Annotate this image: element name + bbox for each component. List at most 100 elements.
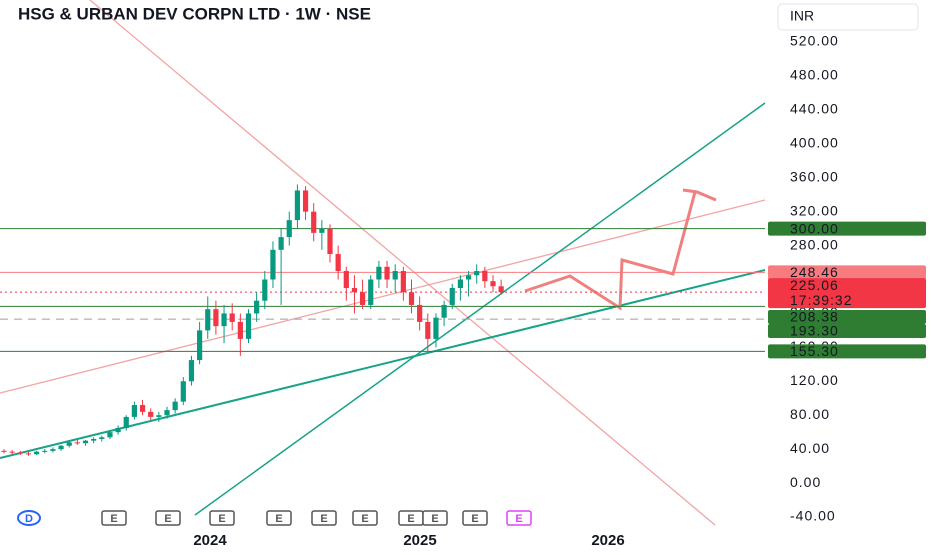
event-marker (155, 510, 181, 526)
candle-body (58, 445, 64, 450)
candle-body (327, 228, 333, 255)
candle-body (237, 321, 243, 339)
event-marker (209, 510, 235, 526)
candle-body (107, 432, 113, 438)
candle-body (457, 279, 463, 288)
currency-label[interactable]: INR (790, 8, 814, 24)
candle-body (425, 321, 431, 339)
candle-body (254, 300, 260, 314)
event-marker (17, 510, 41, 526)
y-tick-label: -40.00 (790, 508, 836, 524)
candle-body (343, 271, 349, 288)
candle-body (417, 304, 423, 322)
event-marker (462, 510, 488, 526)
x-tick-label: 2026 (591, 532, 624, 549)
y-tick-label: 40.00 (790, 440, 830, 456)
candle-body (91, 438, 97, 441)
event-label: E (275, 513, 282, 525)
event-marker (101, 510, 127, 526)
y-tick-label: 440.00 (790, 101, 839, 117)
candle-body (139, 405, 146, 412)
candle-body (99, 437, 105, 439)
candle-body (180, 381, 186, 402)
candle-body (34, 451, 40, 455)
price-label-box (768, 221, 926, 236)
price-label: 155.30 (790, 343, 839, 359)
price-label: 248.46 (790, 264, 839, 280)
currency-button[interactable] (777, 3, 919, 31)
candle-body (360, 292, 366, 305)
candle-body (490, 281, 496, 287)
candle-body (449, 287, 455, 305)
candle-body (278, 237, 284, 250)
price-label: 225.06 (790, 277, 839, 293)
candle-body (229, 313, 235, 322)
projection-arrow (524, 188, 717, 311)
event-label: E (164, 513, 171, 525)
candle-body (82, 440, 89, 444)
candle-body (42, 450, 48, 452)
event-label: E (218, 513, 225, 525)
candle-body (270, 249, 276, 280)
event-marker (266, 510, 292, 526)
y-tick-label: 80.00 (790, 406, 830, 422)
candle-body (74, 442, 80, 444)
countdown-label: 17:39:32 (790, 292, 853, 308)
candle-body (433, 317, 439, 339)
candle-body (319, 228, 325, 233)
price-label: 300.00 (790, 220, 839, 236)
candle-body (498, 286, 504, 293)
candle-body (245, 313, 252, 339)
candle-body (1, 450, 7, 452)
candle-body (148, 411, 154, 417)
candle-body (188, 360, 195, 382)
price-label-box (768, 265, 926, 280)
trend-line (89, 0, 716, 526)
chart-title: HSG & URBAN DEV CORPN LTD · 1W · NSE (18, 4, 371, 23)
y-tick-label: 480.00 (790, 67, 839, 83)
y-tick-label: 120.00 (790, 372, 839, 388)
trend-line (194, 102, 766, 516)
candle-body (294, 190, 300, 221)
event-label: E (471, 513, 478, 525)
event-label: E (110, 513, 117, 525)
candle-body (156, 415, 162, 417)
y-tick-label: 520.00 (790, 33, 839, 49)
candle-body (441, 304, 447, 318)
candle-body (25, 453, 32, 455)
candle-body (172, 401, 178, 411)
y-tick-label: 0.00 (790, 474, 821, 490)
price-label-box (768, 344, 926, 359)
candle-body (400, 271, 406, 293)
candle-body (286, 220, 292, 238)
y-tick-label: 400.00 (790, 134, 839, 150)
candle-body (351, 287, 358, 293)
candle-body (115, 427, 121, 433)
candle-body (262, 279, 268, 301)
event-marker (506, 510, 532, 526)
event-marker (311, 510, 337, 526)
candle-body (50, 449, 56, 451)
y-tick-label: 360.00 (790, 168, 839, 184)
candle-body (205, 309, 211, 331)
price-label-box (768, 278, 926, 309)
candle-body (302, 190, 309, 212)
candle-body (197, 330, 203, 361)
candle-body (376, 266, 382, 280)
candle-body (213, 309, 219, 327)
x-tick-label: 2025 (403, 532, 436, 549)
x-tick-label: 2024 (193, 532, 227, 549)
event-marker (352, 510, 378, 526)
candle-body (335, 254, 341, 272)
candle-body (311, 211, 317, 233)
event-label: E (407, 513, 414, 525)
candle-body (474, 271, 480, 276)
event-label: E (320, 513, 327, 525)
price-label-box (768, 310, 926, 324)
candle-body (392, 271, 398, 280)
y-tick-label: 320.00 (790, 202, 839, 218)
candle-body (131, 405, 137, 417)
candle-body (123, 416, 129, 428)
candle-body (465, 275, 472, 280)
price-label: 208.38 (790, 309, 839, 325)
